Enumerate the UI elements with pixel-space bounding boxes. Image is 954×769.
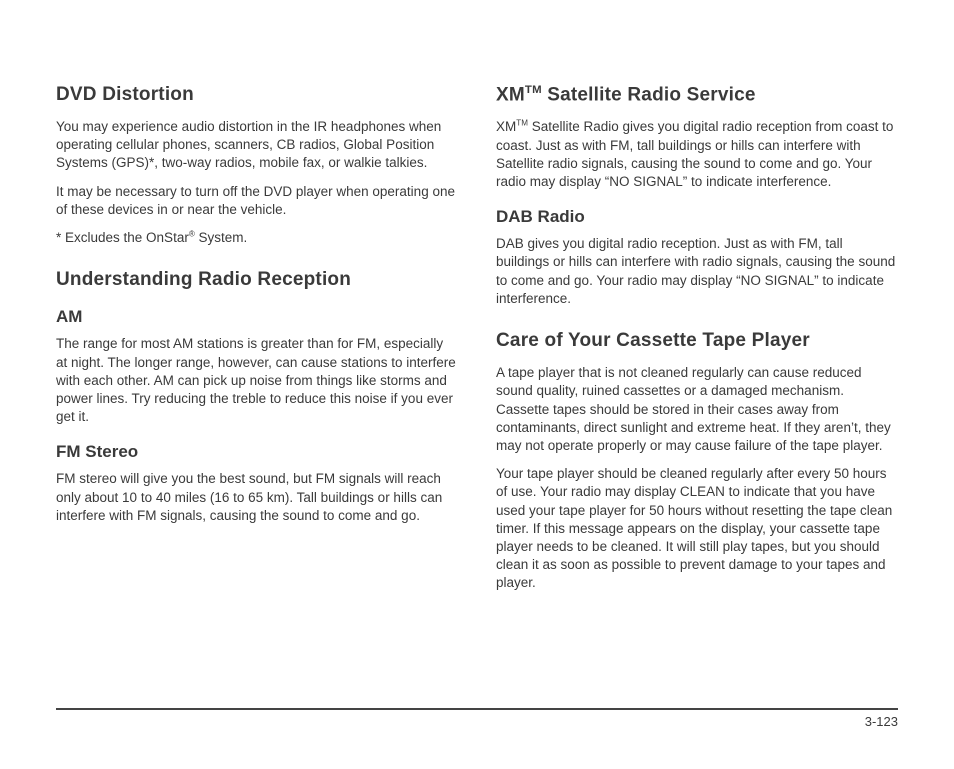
paragraph: It may be necessary to turn off the DVD …	[56, 183, 458, 219]
page-footer: 3-123	[56, 708, 898, 729]
subheading-dab-radio: DAB Radio	[496, 207, 898, 227]
paragraph-text: Satellite Radio gives you digital radio …	[496, 119, 893, 189]
heading-text: XM	[496, 84, 525, 105]
paragraph-text: XM	[496, 119, 516, 134]
left-column: DVD Distortion You may experience audio …	[56, 84, 458, 603]
heading-xm-satellite: XMTM Satellite Radio Service	[496, 84, 898, 106]
trademark-symbol: TM	[525, 84, 542, 96]
paragraph: FM stereo will give you the best sound, …	[56, 470, 458, 525]
paragraph: The range for most AM stations is greate…	[56, 335, 458, 426]
subheading-fm-stereo: FM Stereo	[56, 442, 458, 462]
heading-understanding-radio: Understanding Radio Reception	[56, 269, 458, 291]
right-column: XMTM Satellite Radio Service XMTM Satell…	[496, 84, 898, 603]
paragraph: A tape player that is not cleaned regula…	[496, 364, 898, 455]
document-page: DVD Distortion You may experience audio …	[0, 0, 954, 769]
paragraph: Your tape player should be cleaned regul…	[496, 465, 898, 593]
paragraph-footnote: * Excludes the OnStar® System.	[56, 229, 458, 247]
paragraph: XMTM Satellite Radio gives you digital r…	[496, 118, 898, 191]
two-column-layout: DVD Distortion You may experience audio …	[56, 84, 898, 603]
footnote-text: * Excludes the OnStar	[56, 230, 189, 245]
footnote-text: System.	[195, 230, 248, 245]
heading-text: Satellite Radio Service	[542, 84, 756, 105]
heading-dvd-distortion: DVD Distortion	[56, 84, 458, 106]
paragraph: DAB gives you digital radio reception. J…	[496, 235, 898, 308]
paragraph: You may experience audio distortion in t…	[56, 118, 458, 173]
trademark-symbol: TM	[516, 119, 528, 128]
page-number: 3-123	[56, 714, 898, 729]
footer-divider	[56, 708, 898, 710]
heading-cassette-care: Care of Your Cassette Tape Player	[496, 330, 898, 352]
subheading-am: AM	[56, 307, 458, 327]
